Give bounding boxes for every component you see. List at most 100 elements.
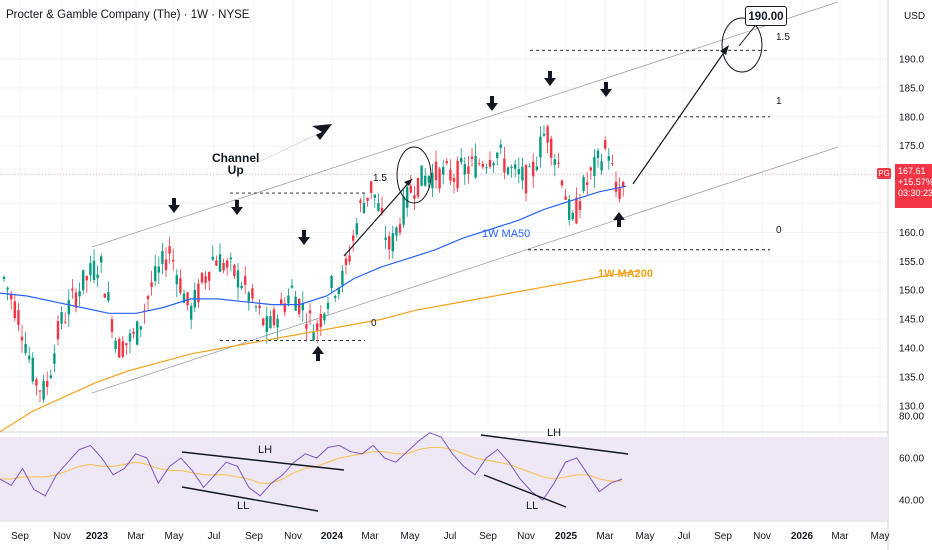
candle-body — [413, 195, 416, 199]
time-tick-label: Sep — [714, 531, 732, 542]
candle-body — [269, 316, 272, 329]
down-arrow-2-shaft — [235, 200, 239, 208]
candle-body — [326, 303, 330, 309]
candle-body — [395, 227, 398, 236]
candle-body — [168, 246, 171, 254]
candle-body — [622, 181, 625, 187]
price-tick-label: 150.0 — [899, 286, 924, 297]
candle-body — [20, 336, 24, 341]
candle-body — [215, 260, 218, 266]
chart-title: Procter & Gamble Company (The) · 1W · NY… — [6, 9, 250, 21]
time-tick-label: 2026 — [791, 531, 814, 542]
candle-body — [578, 201, 582, 211]
candle-body — [330, 276, 333, 289]
candle-body — [546, 126, 549, 143]
candle-body — [402, 196, 405, 225]
candle-body — [85, 276, 88, 281]
candle-body — [28, 355, 31, 360]
candle-body — [499, 144, 502, 148]
candle-body — [67, 300, 70, 315]
candle-body — [445, 161, 448, 164]
candle-body — [539, 136, 542, 158]
time-tick-label: Mar — [361, 531, 379, 542]
candle-body — [470, 156, 474, 160]
ll-label-1: LL — [237, 500, 250, 512]
candle-body — [128, 333, 132, 342]
candle-body — [424, 175, 427, 186]
candle-body — [524, 165, 528, 194]
rsi-tick-label: 60.00 — [899, 454, 924, 465]
candle-body — [377, 202, 380, 211]
candle-body — [334, 296, 337, 298]
candle-body — [596, 150, 600, 158]
up-arrow-1-shaft — [316, 353, 320, 361]
candle-body — [319, 314, 322, 328]
channel-label[interactable]: Channel Up — [212, 151, 260, 177]
candle-body — [60, 312, 63, 324]
candle-body — [103, 293, 106, 298]
candle-body — [175, 275, 178, 285]
candle-body — [121, 341, 124, 357]
candle-body — [96, 274, 99, 279]
candle-body — [110, 319, 114, 333]
candlesticks — [2, 124, 625, 403]
candle-body — [276, 318, 279, 328]
symbol-badge: PG — [877, 168, 891, 179]
candle-body — [355, 223, 358, 235]
candle-body — [485, 167, 488, 169]
trend-arrow — [252, 124, 332, 165]
candle-body — [463, 164, 466, 175]
candle-body — [589, 167, 592, 171]
candle-body — [146, 295, 150, 300]
price-tick-label: 185.0 — [899, 83, 924, 94]
candle-body — [384, 237, 387, 240]
candle-body — [6, 287, 9, 290]
projection-line-1 — [343, 178, 413, 257]
candle-body — [218, 254, 222, 272]
target-circle — [721, 17, 763, 73]
ll-label-2: LL — [526, 500, 539, 512]
bar-countdown: 03:30:23 — [898, 188, 932, 198]
candle-body — [254, 306, 258, 308]
candle-body — [107, 292, 110, 301]
moving-averages — [0, 185, 639, 433]
time-tick-label: Nov — [517, 531, 535, 542]
candle-body — [258, 305, 261, 309]
candle-body — [114, 340, 117, 350]
rsi-trend-line — [181, 451, 345, 471]
price-tick-label: 130.0 — [899, 401, 924, 412]
candle-body — [78, 291, 81, 297]
candle-body — [229, 257, 232, 260]
down-arrow-1-shaft — [172, 198, 176, 206]
candle-body — [172, 259, 175, 262]
target-label[interactable]: 190.00 — [745, 6, 787, 26]
price-tick-label: 180.0 — [899, 112, 924, 123]
candle-body — [157, 266, 160, 273]
candle-body — [488, 159, 492, 167]
candle-body — [474, 155, 477, 178]
time-tick-label: May — [871, 531, 890, 542]
candle-body — [517, 169, 520, 175]
up-arrow-2-head — [613, 212, 625, 220]
candle-body — [467, 166, 470, 174]
candle-body — [341, 270, 344, 286]
candle-body — [31, 357, 34, 382]
candle-body — [398, 224, 402, 233]
candle-body — [74, 292, 78, 308]
candle-body — [427, 176, 430, 183]
candle-body — [492, 162, 495, 166]
candle-body — [208, 271, 211, 281]
candle-body — [161, 250, 164, 264]
candle-body — [236, 270, 240, 288]
candle-body — [614, 181, 618, 192]
candle-body — [388, 236, 391, 250]
candle-body — [532, 161, 535, 177]
candle-body — [272, 309, 276, 326]
time-tick-label: May — [401, 531, 420, 542]
time-tick-label: Jul — [208, 531, 221, 542]
time-tick-label: Nov — [53, 531, 71, 542]
down-arrow-6-head — [600, 89, 612, 97]
up-arrow-2-shaft — [617, 219, 621, 227]
time-tick-label: Nov — [284, 531, 302, 542]
price-tick-label: 160.0 — [899, 228, 924, 239]
